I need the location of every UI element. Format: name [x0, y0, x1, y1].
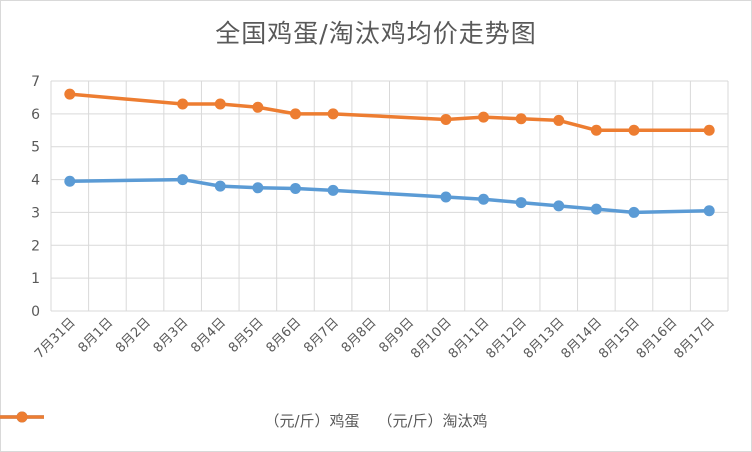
data-point-0	[177, 174, 189, 186]
data-point-0	[553, 200, 565, 212]
x-tick-label: 8月8日	[339, 315, 380, 356]
x-tick-label: 8月7日	[301, 315, 342, 356]
data-point-0	[214, 180, 226, 192]
x-tick-label: 7月31日	[32, 315, 79, 362]
y-tick-label: 4	[31, 173, 40, 189]
data-point-0	[289, 182, 301, 194]
chart-title: 全国鸡蛋/淘汰鸡均价走势图	[215, 19, 537, 48]
data-point-1	[440, 113, 452, 125]
data-point-0	[590, 203, 602, 215]
x-tick-label: 8月4日	[188, 315, 229, 356]
y-tick-label: 2	[31, 238, 40, 254]
y-tick-label: 7	[31, 74, 40, 90]
chart-legend: （元/斤）鸡蛋 （元/斤）淘汰鸡	[0, 410, 752, 431]
x-tick-label: 8月2日	[113, 315, 154, 356]
data-point-0	[252, 182, 264, 194]
data-point-0	[515, 197, 527, 209]
data-point-1	[64, 88, 76, 100]
data-point-1	[177, 98, 189, 110]
x-tick-label: 8月16日	[634, 315, 681, 362]
data-point-0	[703, 205, 715, 217]
data-point-0	[478, 193, 490, 205]
data-point-1	[214, 98, 226, 110]
data-point-0	[64, 175, 76, 187]
data-point-1	[628, 124, 640, 136]
data-point-1	[478, 111, 490, 123]
data-point-1	[590, 124, 602, 136]
y-tick-label: 3	[31, 205, 40, 221]
data-point-0	[440, 191, 452, 203]
x-tick-label: 8月12日	[483, 315, 530, 362]
x-tick-label: 8月1日	[76, 315, 117, 356]
y-tick-label: 0	[31, 304, 40, 320]
x-tick-label: 8月6日	[264, 315, 305, 356]
legend-label-egg: （元/斤）鸡蛋	[264, 412, 360, 430]
data-point-1	[289, 108, 301, 120]
legend-item-egg: （元/斤）鸡蛋	[0, 410, 360, 431]
x-tick-label: 8月5日	[226, 315, 267, 356]
data-point-0	[327, 184, 339, 196]
x-tick-label: 8月11日	[446, 315, 493, 362]
y-tick-label: 1	[31, 271, 40, 287]
data-point-1	[553, 114, 565, 126]
data-point-1	[252, 101, 264, 113]
y-tick-label: 5	[31, 140, 40, 156]
data-point-1	[327, 108, 339, 120]
x-tick-label: 8月13日	[521, 315, 568, 362]
data-point-1	[703, 124, 715, 136]
x-tick-label: 8月17日	[671, 315, 718, 362]
data-point-1	[515, 113, 527, 125]
x-tick-label: 8月3日	[151, 315, 192, 356]
legend-label-hen: （元/斤）淘汰鸡	[377, 412, 488, 430]
x-tick-label: 8月10日	[408, 315, 455, 362]
x-tick-label: 8月14日	[559, 315, 606, 362]
legend-swatch-hen	[0, 411, 44, 423]
data-point-0	[628, 206, 640, 218]
legend-item-hen: （元/斤）淘汰鸡	[0, 410, 488, 431]
y-tick-label: 6	[31, 107, 40, 123]
x-tick-label: 8月15日	[596, 315, 643, 362]
